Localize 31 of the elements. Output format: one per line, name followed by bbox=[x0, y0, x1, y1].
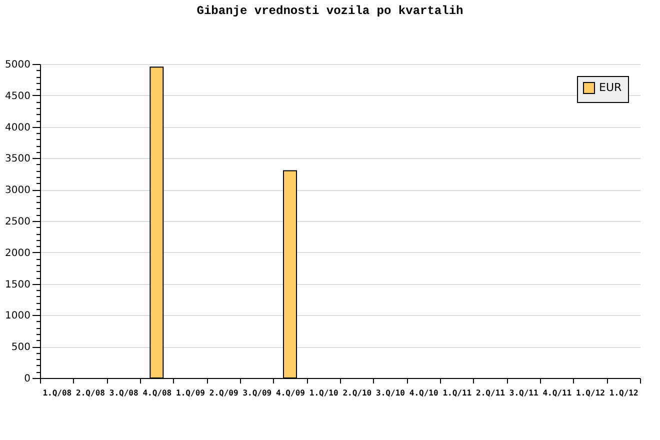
x-tick-label: 1.Q/12 bbox=[609, 388, 638, 398]
x-tick-label: 1.Q/12 bbox=[576, 388, 606, 398]
x-tick-label: 3.Q/09 bbox=[242, 388, 272, 398]
y-tick-label: 1500 bbox=[5, 279, 30, 290]
x-tick-label: 4.Q/09 bbox=[276, 388, 306, 398]
y-tick-label: 2500 bbox=[5, 216, 30, 228]
y-tick-label: 2000 bbox=[5, 248, 30, 259]
x-tick-label: 1.Q/09 bbox=[176, 388, 206, 398]
x-tick-label: 1.Q/10 bbox=[309, 388, 338, 398]
x-tick-label: 2.Q/10 bbox=[342, 388, 372, 398]
x-tick-label: 3.Q/11 bbox=[509, 388, 538, 398]
x-tick-label: 1.Q/08 bbox=[42, 388, 72, 398]
y-tick-label: 3500 bbox=[5, 154, 30, 165]
x-tick-label: 2.Q/09 bbox=[209, 388, 238, 398]
y-tick-label: 3000 bbox=[5, 185, 30, 196]
y-tick-label: 4500 bbox=[5, 90, 30, 102]
x-tick-label: 4.Q/08 bbox=[142, 388, 172, 398]
y-tick-label: 5000 bbox=[5, 60, 30, 70]
x-tick-label: 3.Q/08 bbox=[109, 388, 138, 398]
y-tick-label: 4000 bbox=[5, 122, 30, 134]
y-tick-label: 500 bbox=[11, 342, 30, 354]
legend-label: EUR bbox=[599, 81, 622, 94]
x-tick-label: 4.Q/10 bbox=[409, 388, 438, 398]
x-tick-label: 1.Q/11 bbox=[442, 388, 472, 398]
x-tick-label: 2.Q/11 bbox=[476, 388, 506, 398]
x-tick-label: 4.Q/11 bbox=[542, 388, 572, 398]
x-tick-label: 2.Q/08 bbox=[76, 388, 106, 398]
y-tick-label: 0 bbox=[24, 374, 30, 384]
y-tick-label: 1000 bbox=[5, 310, 30, 322]
chart-title: Gibanje vrednosti vozila po kvartalih bbox=[196, 4, 464, 18]
x-tick-label: 3.Q/10 bbox=[376, 388, 406, 398]
